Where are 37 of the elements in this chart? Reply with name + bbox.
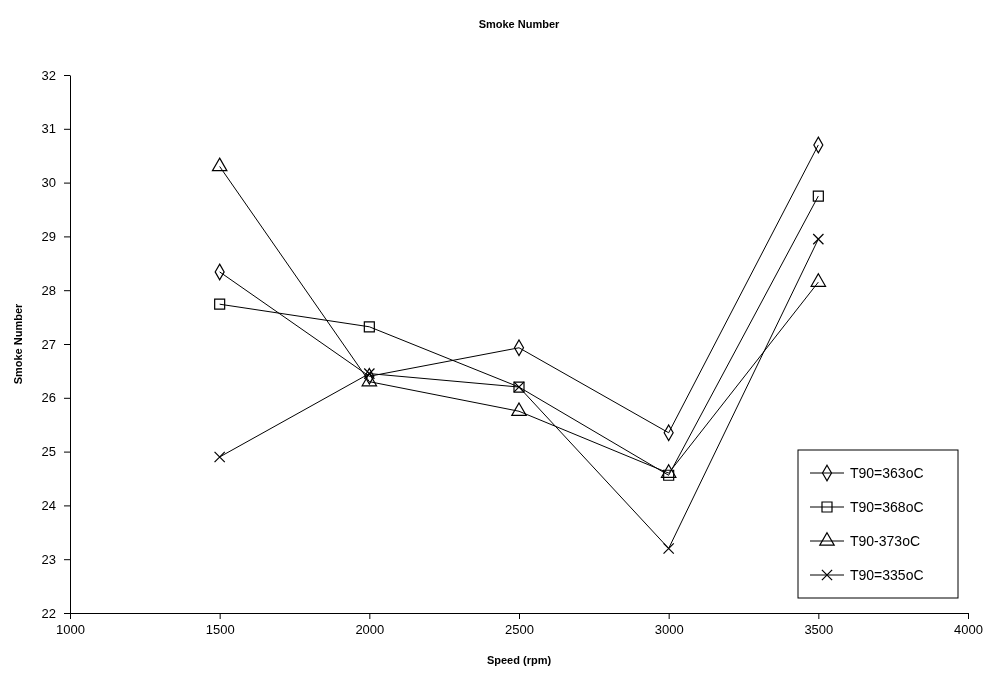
x-tick-label: 1500 [205,622,235,638]
point [213,451,226,463]
point [810,273,827,287]
point [511,402,527,417]
legend-label: T90=335oC [850,567,924,583]
y-tick-label: 25 [41,444,56,460]
x-tick-label: 3000 [654,622,684,638]
point [660,464,677,478]
y-tick-label: 28 [41,282,56,298]
point [812,233,825,245]
y-tick-label: 27 [41,336,56,352]
x-tick-label: 2500 [505,622,534,638]
x-axis-title: Speed (rpm) [486,654,552,666]
point [361,372,378,387]
point [363,321,375,333]
y-tick-label: 32 [41,67,56,83]
legend-label: T90-373oC [850,533,921,549]
legend-label: T90=363oC [850,465,924,481]
point [662,542,675,555]
legend-label: T90=368oC [850,499,924,515]
y-tick-label: 30 [41,175,56,191]
point [214,298,226,310]
y-tick-label: 23 [41,551,56,567]
chart-title: Smoke Number [478,18,561,30]
point [211,157,228,172]
x-tick-label: 2000 [355,622,385,638]
x-tick-label: 1000 [56,622,85,638]
x-tick-label: 3500 [804,622,834,638]
y-tick-label: 31 [41,121,56,137]
y-tick-label: 24 [41,498,56,514]
y-axis-title: Smoke Number [12,302,24,385]
x-tick-label: 4000 [954,622,983,638]
y-tick-label: 26 [41,390,56,406]
point [812,190,824,202]
point [363,367,376,380]
y-tick-label: 22 [41,605,56,621]
y-tick-label: 29 [41,229,56,245]
